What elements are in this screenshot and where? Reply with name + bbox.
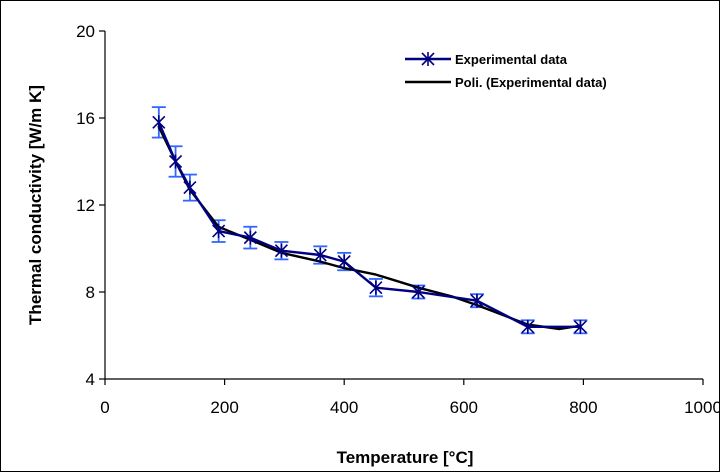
y-tick-label: 4 bbox=[86, 370, 95, 389]
legend-item-experimental: Experimental data bbox=[405, 52, 568, 67]
series-lines bbox=[157, 121, 582, 331]
data-point bbox=[183, 180, 197, 195]
legend: Experimental data Poli. (Experimental da… bbox=[405, 52, 607, 90]
data-point bbox=[168, 154, 183, 169]
y-tick-label: 20 bbox=[76, 22, 95, 41]
legend-marker-glyph bbox=[421, 52, 435, 66]
data-point bbox=[470, 293, 484, 308]
data-point bbox=[243, 230, 257, 245]
x-tick-label: 800 bbox=[569, 398, 597, 417]
data-point bbox=[573, 319, 587, 334]
data-point bbox=[274, 243, 288, 258]
legend-label-experimental: Experimental data bbox=[455, 52, 568, 67]
legend-item-poly: Poli. (Experimental data) bbox=[405, 75, 607, 90]
legend-label-poly: Poli. (Experimental data) bbox=[455, 75, 607, 90]
y-tick-label: 12 bbox=[76, 196, 95, 215]
y-axis-title: Thermal conductivity [W/m K] bbox=[26, 85, 45, 325]
data-point bbox=[212, 224, 226, 239]
data-point bbox=[152, 115, 166, 130]
axes bbox=[104, 31, 703, 380]
legend-marker-asterisk bbox=[421, 52, 435, 66]
x-tick-label: 200 bbox=[210, 398, 238, 417]
data-point bbox=[521, 319, 535, 334]
data-point bbox=[411, 285, 425, 299]
x-axis-title: Temperature [°C] bbox=[337, 448, 474, 467]
x-tick-label: 1000 bbox=[684, 398, 719, 417]
x-tick-label: 600 bbox=[450, 398, 478, 417]
data-point bbox=[313, 248, 327, 263]
x-tick-label: 0 bbox=[100, 398, 109, 417]
y-tick-label: 8 bbox=[86, 283, 95, 302]
data-point bbox=[337, 254, 351, 269]
x-tick-label: 400 bbox=[330, 398, 358, 417]
data-point bbox=[369, 280, 383, 295]
error-bars bbox=[151, 106, 588, 335]
markers bbox=[152, 115, 587, 334]
y-tick-label: 16 bbox=[76, 109, 95, 128]
